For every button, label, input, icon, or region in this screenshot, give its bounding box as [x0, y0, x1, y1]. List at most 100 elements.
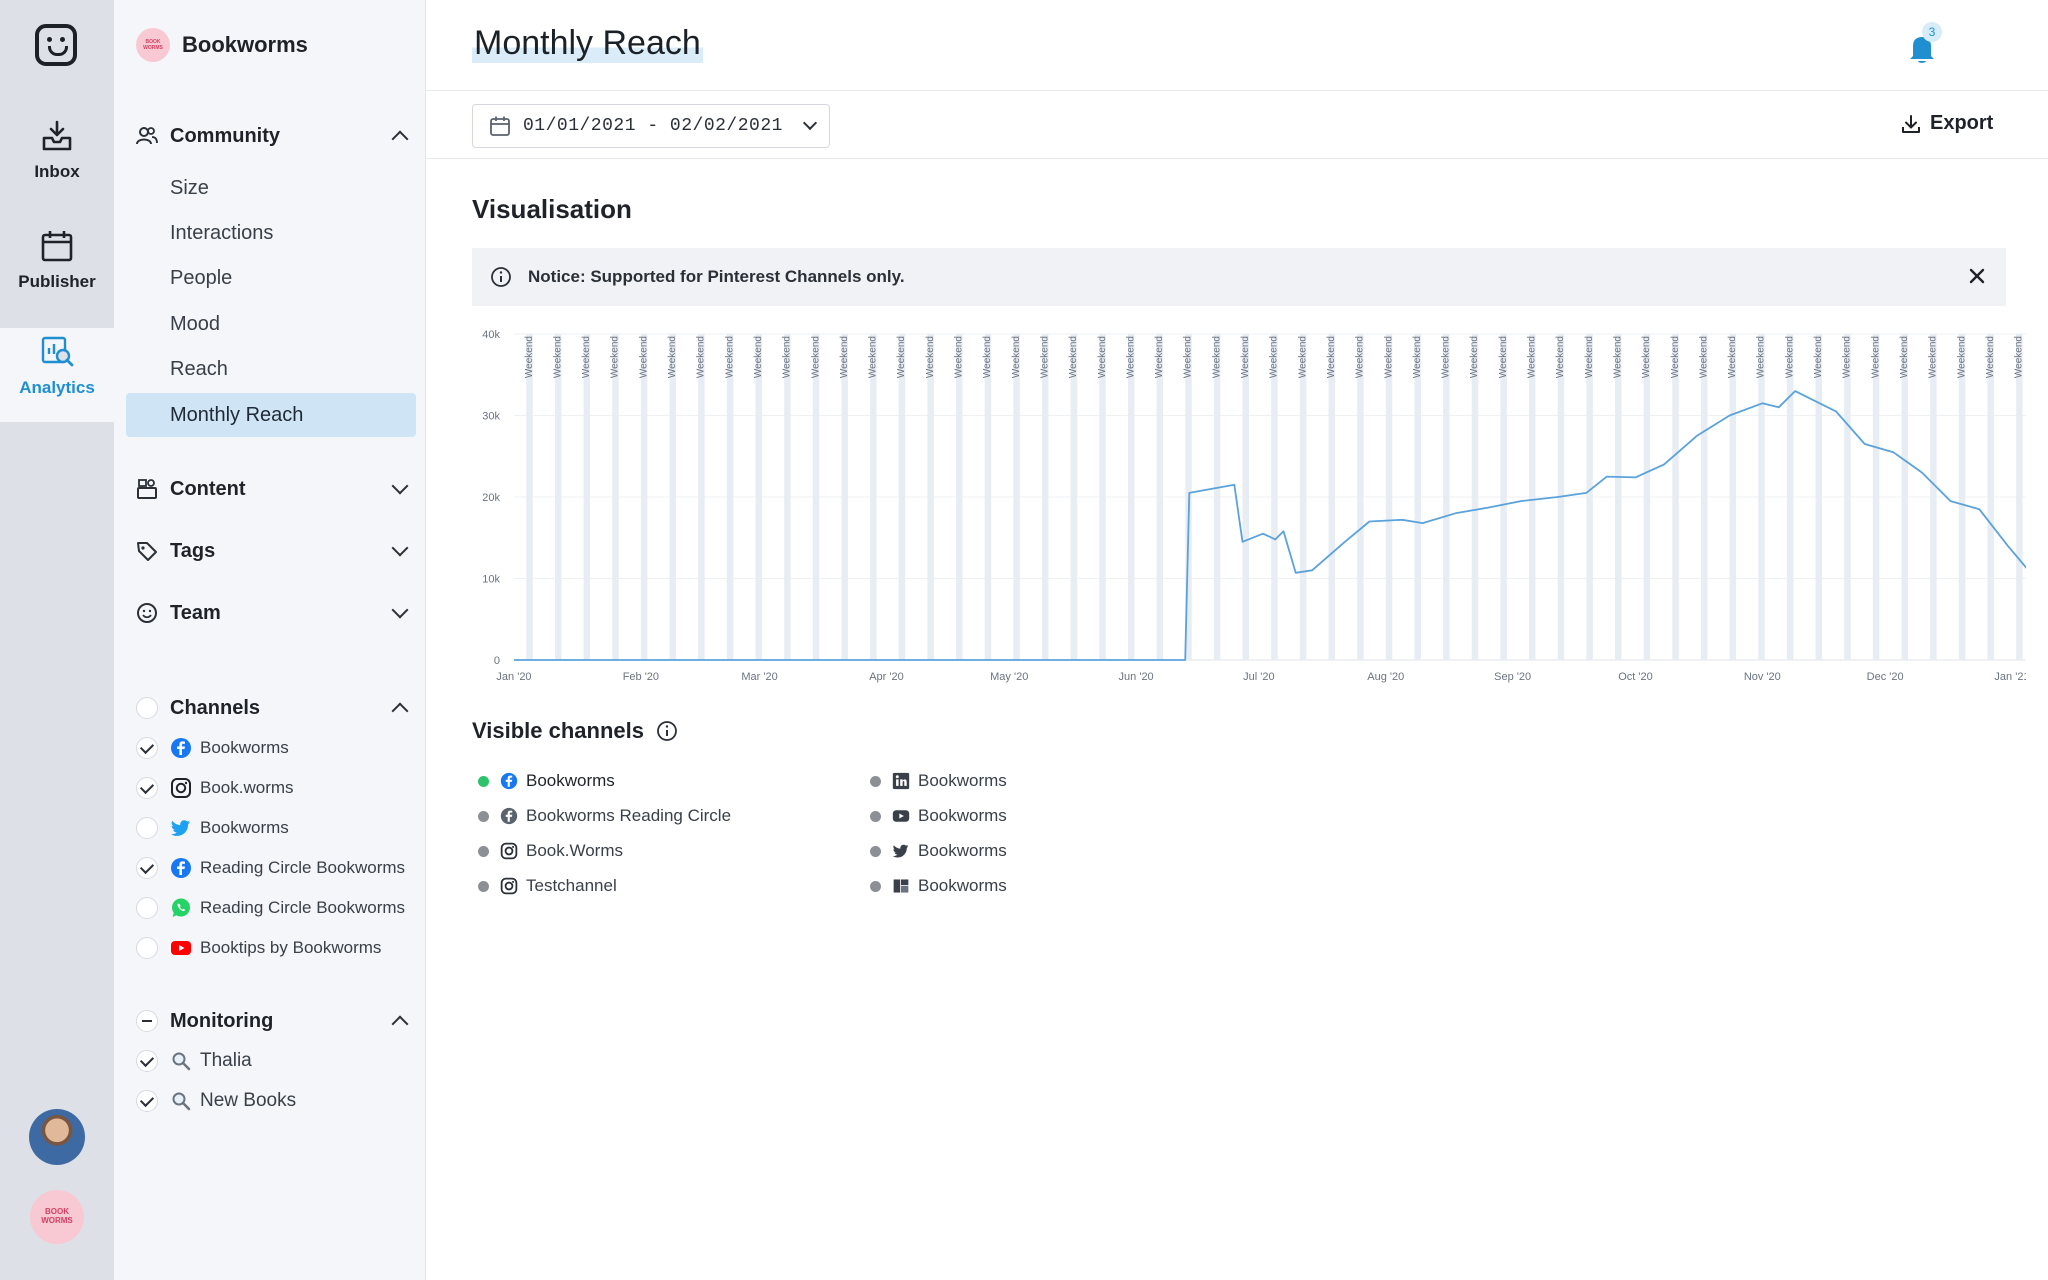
- channel-checkbox[interactable]: [136, 897, 158, 919]
- nav-size[interactable]: Size: [170, 177, 209, 199]
- weekend-band-label: Weekend: [1756, 336, 1767, 378]
- channels-select-all-checkbox[interactable]: [136, 697, 158, 719]
- weekend-band-label: Weekend: [753, 336, 764, 378]
- channel-checkbox[interactable]: [136, 937, 158, 959]
- weekend-band-label: Weekend: [524, 336, 535, 378]
- channel-item[interactable]: Bookworms: [136, 733, 416, 763]
- app-logo-icon[interactable]: [35, 24, 77, 66]
- group-community[interactable]: Community: [136, 116, 412, 156]
- close-icon[interactable]: [1966, 265, 1988, 287]
- monitoring-item[interactable]: Thalia: [136, 1046, 416, 1076]
- group-team[interactable]: Team: [136, 593, 412, 633]
- export-button[interactable]: Export: [1900, 112, 1993, 135]
- nav-mood[interactable]: Mood: [170, 313, 221, 335]
- user-avatar[interactable]: [29, 1109, 85, 1165]
- visible-channel-item[interactable]: Bookworms: [870, 836, 1007, 866]
- weekend-band-label: Weekend: [2014, 336, 2025, 378]
- channel-item[interactable]: Reading Circle Bookworms: [136, 853, 416, 883]
- workspace-switcher[interactable]: BOOK WORMS Bookworms: [136, 28, 308, 62]
- visible-channel-name: Bookworms: [918, 771, 1007, 790]
- channel-item[interactable]: Reading Circle Bookworms: [136, 893, 416, 923]
- monitoring-checkbox[interactable]: [136, 1050, 158, 1072]
- weekend-band-label: Weekend: [1211, 336, 1222, 378]
- group-tags[interactable]: Tags: [136, 531, 412, 571]
- nav-reach[interactable]: Reach: [170, 358, 228, 380]
- group-content[interactable]: Content: [136, 469, 412, 509]
- rail-inbox[interactable]: Inbox: [0, 118, 114, 182]
- weekend-band-label: Weekend: [982, 336, 993, 378]
- weekend-band: [1786, 334, 1794, 660]
- x-tick-label: Dec '20: [1867, 671, 1904, 683]
- weekend-band-label: Weekend: [1469, 336, 1480, 378]
- chevron-down-icon: [391, 539, 409, 557]
- channel-item[interactable]: Booktips by Bookworms: [136, 933, 416, 963]
- chevron-up-icon: [391, 130, 409, 148]
- weekend-band: [1471, 334, 1479, 660]
- channel-item[interactable]: Bookworms: [136, 813, 416, 843]
- weekend-band-label: Weekend: [1097, 336, 1108, 378]
- channel-item[interactable]: Book.worms: [136, 773, 416, 803]
- group-content-label: Content: [170, 477, 246, 500]
- header-divider: [426, 90, 2048, 91]
- weekend-band-label: Weekend: [1068, 336, 1079, 378]
- twitter-icon: [892, 842, 910, 860]
- inbox-icon: [42, 120, 72, 151]
- x-tick-label: Mar '20: [741, 671, 777, 683]
- nav-interactions[interactable]: Interactions: [170, 222, 274, 244]
- analytics-sidebar: BOOK WORMS Bookworms Community Size Inte…: [114, 0, 426, 1280]
- group-channels[interactable]: Channels: [136, 688, 412, 728]
- page-title: Monthly Reach: [472, 24, 703, 63]
- weekend-band: [1958, 334, 1966, 660]
- visible-channel-item[interactable]: Book.Worms: [478, 836, 623, 866]
- weekend-band: [1099, 334, 1106, 660]
- visible-channel-item[interactable]: Bookworms: [870, 801, 1007, 831]
- x-tick-label: Oct '20: [1618, 671, 1653, 683]
- visible-channel-item[interactable]: Testchannel: [478, 871, 617, 901]
- visible-channel-item[interactable]: Bookworms Reading Circle: [478, 801, 731, 831]
- weekend-band: [1213, 334, 1221, 660]
- monitoring-item[interactable]: New Books: [136, 1086, 416, 1116]
- channel-checkbox[interactable]: [136, 737, 158, 759]
- x-tick-label: May '20: [990, 671, 1028, 683]
- info-icon[interactable]: [656, 720, 678, 742]
- weekend-band-label: Weekend: [1612, 336, 1623, 378]
- monitoring-select-all-checkbox[interactable]: [136, 1010, 158, 1032]
- rail-analytics[interactable]: Analytics: [0, 334, 114, 398]
- weekend-band: [812, 334, 820, 660]
- group-monitoring[interactable]: Monitoring: [136, 1001, 412, 1041]
- channel-checkbox[interactable]: [136, 817, 158, 839]
- nav-monthly-reach[interactable]: Monthly Reach: [126, 393, 416, 437]
- monthly-reach-chart: 0 10k 20k 30k 40k Weekend Weekend Weekend Weeken…: [482, 329, 2026, 683]
- visible-channel-item[interactable]: Bookworms: [870, 871, 1007, 901]
- weekend-band: [1070, 334, 1078, 660]
- weekend-band: [1614, 334, 1622, 660]
- x-tick-label: Jun '20: [1119, 671, 1154, 683]
- channel-checkbox[interactable]: [136, 857, 158, 879]
- rail-active-highlight: [0, 328, 114, 422]
- bell-icon[interactable]: [1904, 30, 1940, 66]
- x-tick-label: Apr '20: [869, 671, 904, 683]
- channel-name: Booktips by Bookworms: [200, 938, 382, 957]
- x-tick-label: Sep '20: [1494, 671, 1531, 683]
- weekend-band: [1299, 334, 1307, 660]
- visible-channel-item[interactable]: Bookworms: [870, 766, 1007, 796]
- status-dot: [870, 880, 881, 892]
- weekend-band: [1529, 334, 1536, 660]
- weekend-band: [870, 334, 877, 660]
- monitoring-checkbox[interactable]: [136, 1090, 158, 1112]
- chevron-down-icon: [802, 115, 818, 131]
- youtube-icon: [892, 807, 910, 825]
- y-tick-label: 10k: [482, 574, 500, 586]
- main-content: Monthly Reach 3 01/01/2021 - 02/02/2021 …: [426, 0, 2048, 1280]
- weekend-band-label: Weekend: [1412, 336, 1423, 378]
- brand-logo[interactable]: BOOK WORMS: [30, 1190, 84, 1244]
- search-icon: [170, 1090, 192, 1112]
- nav-people[interactable]: People: [170, 267, 233, 289]
- channel-checkbox[interactable]: [136, 777, 158, 799]
- weekend-band-label: Weekend: [1641, 336, 1652, 378]
- instagram-icon: [170, 777, 192, 799]
- weekend-band-label: Weekend: [1011, 336, 1022, 378]
- visible-channel-item[interactable]: Bookworms: [478, 766, 615, 796]
- rail-publisher[interactable]: Publisher: [0, 228, 114, 292]
- date-range-picker[interactable]: 01/01/2021 - 02/02/2021: [472, 104, 830, 148]
